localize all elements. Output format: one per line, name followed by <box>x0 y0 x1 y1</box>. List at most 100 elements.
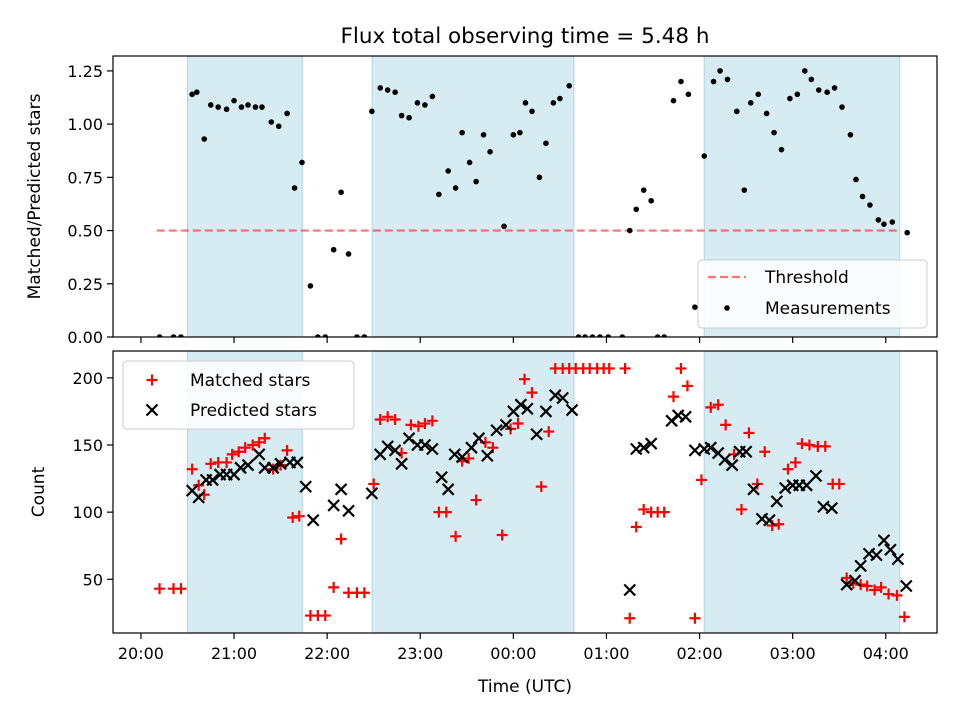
top-observing-span <box>371 55 575 338</box>
measurement-point <box>315 334 321 337</box>
matched-star-point <box>681 380 693 392</box>
matched-star-point <box>695 474 707 486</box>
predicted-star-point <box>770 495 784 508</box>
predicted-star-point <box>739 445 753 458</box>
matched-star-point <box>675 362 687 374</box>
predicted-star-point <box>365 487 379 500</box>
predicted-star-point <box>556 391 569 405</box>
measurement-point <box>452 185 459 191</box>
measurement-point <box>847 131 854 138</box>
predicted-star-point <box>800 479 813 492</box>
predicted-star-point <box>441 483 455 496</box>
measurement-point <box>889 219 896 225</box>
matched-star-point <box>412 420 424 432</box>
measurement-point <box>529 108 535 115</box>
predicted-star-point <box>306 513 320 527</box>
matched-star-point <box>470 494 482 506</box>
matched-star-point <box>287 512 299 524</box>
measurement-point <box>201 136 208 142</box>
predicted-star-point <box>747 483 760 496</box>
matched-star-point <box>368 478 380 490</box>
matched-star-point <box>193 479 205 491</box>
legend-threshold-label: Threshold <box>764 268 849 288</box>
top-y-axis-label: Matched/Predicted stars <box>25 93 45 299</box>
matched-star-point <box>226 448 238 460</box>
measurement-point <box>747 100 754 106</box>
predicted-star-point <box>388 444 402 457</box>
matched-star-point <box>535 481 547 493</box>
measurement-point <box>670 97 677 104</box>
measurement-point <box>724 76 731 83</box>
matched-star-point <box>205 458 217 470</box>
predicted-star-point <box>778 481 792 495</box>
top-legend <box>697 259 928 329</box>
matched-star-point <box>668 391 680 403</box>
measurement-point <box>717 68 723 74</box>
predicted-star-point <box>192 491 205 504</box>
measurement-point <box>859 193 866 200</box>
measurement-point <box>384 87 391 93</box>
predicted-star-point <box>623 583 637 597</box>
predicted-star-point <box>809 469 823 483</box>
measurement-point <box>361 334 368 337</box>
predicted-star-point <box>539 405 553 418</box>
measurement-point <box>589 334 596 337</box>
matched-star-point <box>319 610 331 622</box>
measurement-point <box>473 178 479 185</box>
predicted-star-point <box>402 432 416 445</box>
bottom-y-axis-label: Count <box>29 466 49 517</box>
predicted-star-point <box>481 449 494 463</box>
measurement-point <box>831 85 838 91</box>
measurement-point <box>824 89 830 95</box>
measurement-point <box>398 112 405 119</box>
measurement-point <box>170 334 177 337</box>
matched-star-point <box>154 583 166 595</box>
top-y-tick-label: 0.50 <box>67 222 103 241</box>
matched-star-point <box>743 427 755 439</box>
measurement-point <box>582 334 588 337</box>
predicted-star-point <box>763 513 776 527</box>
measurement-point <box>156 334 163 337</box>
top-observing-span <box>186 55 303 338</box>
measurement-point <box>392 89 398 95</box>
matched-star-point <box>712 399 724 411</box>
matched-star-point <box>603 362 615 374</box>
measurement-point <box>575 334 582 337</box>
matched-star-point <box>519 373 531 385</box>
bottom-panel: 50 100 150 200 20:00 21:00 22:00 23:00 00:00 01:0… <box>29 350 938 663</box>
predicted-star-point <box>848 574 862 587</box>
measurement-point <box>685 91 692 98</box>
top-panel: 0.00 0.25 0.50 0.75 1.00 1.25 Matched/Predicte… <box>25 55 938 347</box>
matched-star-point <box>328 581 340 593</box>
top-y-tick-label: 0.00 <box>67 328 103 347</box>
matched-star-point <box>239 442 251 454</box>
measurement-point <box>291 185 298 191</box>
matched-star-point <box>186 463 198 475</box>
measurement-point <box>207 102 214 108</box>
predicted-star-point <box>637 441 650 454</box>
measurement-point <box>414 100 421 106</box>
measurement-point <box>445 168 451 174</box>
predicted-star-point <box>472 432 486 445</box>
bottom-y-tick-label: 150 <box>72 436 103 455</box>
measurement-point <box>193 89 200 95</box>
measurement-point <box>633 206 640 213</box>
matched-star-point <box>374 413 386 425</box>
x-tick-label: 02:00 <box>677 644 723 663</box>
matched-star-point <box>891 589 903 601</box>
measurement-point <box>566 83 573 89</box>
bottom-y-tick-label: 200 <box>72 369 103 388</box>
top-y-tick-label: 1.25 <box>67 62 103 81</box>
predicted-star-point <box>644 437 658 450</box>
measurement-point <box>338 189 344 196</box>
x-tick-label: 03:00 <box>770 644 816 663</box>
predicted-star-point <box>448 448 461 461</box>
measurement-point <box>466 159 473 166</box>
measurement-point <box>741 187 748 193</box>
chart-title: Flux total observing time = 5.48 h <box>341 24 710 49</box>
measurement-point <box>223 106 230 113</box>
measurement-point <box>406 114 412 121</box>
measurement-point <box>678 78 684 85</box>
measurement-point <box>354 334 360 337</box>
matched-star-point <box>389 413 401 425</box>
